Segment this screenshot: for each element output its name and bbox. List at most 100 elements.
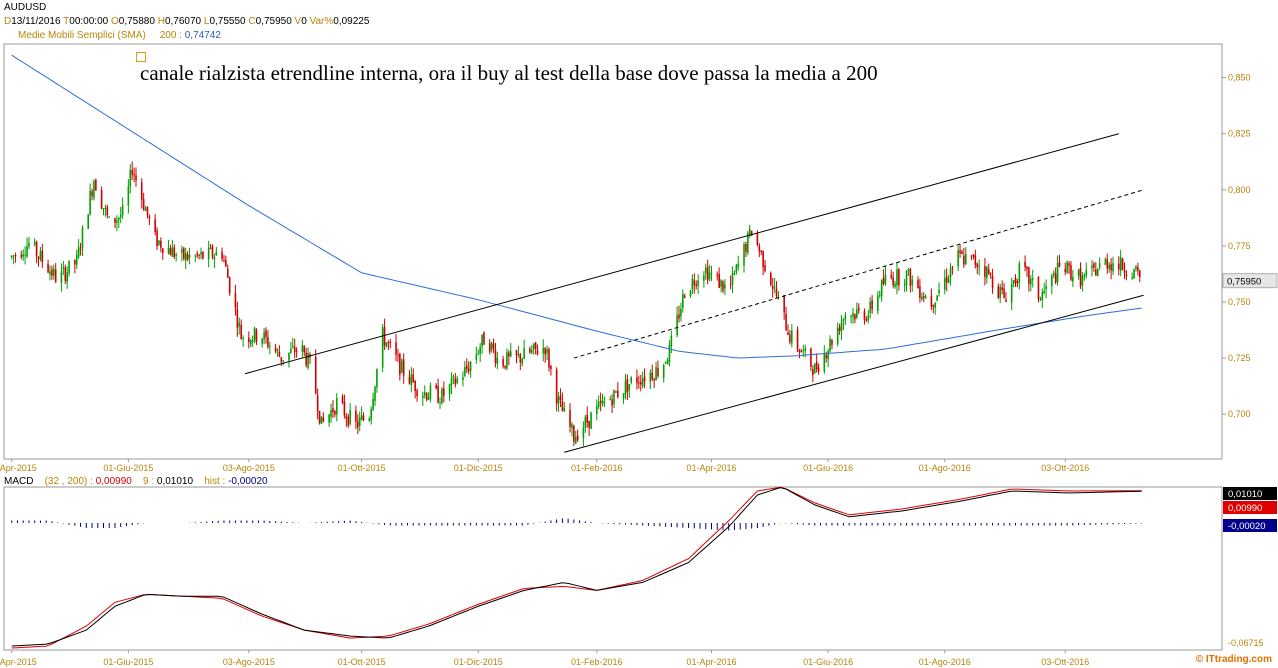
candle-body	[546, 349, 548, 353]
candle-body	[62, 267, 65, 270]
candle-body	[775, 288, 778, 297]
candle-body	[100, 190, 103, 209]
candle-body	[131, 170, 133, 175]
candle-body	[590, 412, 592, 429]
candle-body	[630, 377, 633, 383]
candle-body	[1093, 263, 1095, 268]
candle-body	[349, 409, 351, 424]
candle-body	[890, 275, 893, 278]
trendline-internal	[573, 189, 1144, 359]
candle-body	[710, 272, 713, 274]
candle-body	[1031, 278, 1034, 281]
candle-body	[636, 377, 638, 384]
price-x-tick-label: 01-Dic-2015	[454, 463, 503, 473]
candle-body	[488, 343, 491, 352]
sma-name: Medie Mobili Semplici (SMA)	[18, 30, 146, 41]
candle-body	[676, 315, 678, 335]
candle-body	[269, 345, 271, 347]
candle-body	[129, 169, 132, 186]
candle-body	[119, 215, 122, 218]
sma-200-line	[11, 54, 1142, 359]
price-y-tick-label: 0,700	[1228, 409, 1251, 419]
candle-body	[318, 410, 321, 423]
candle-body	[334, 411, 336, 415]
candle-body	[961, 251, 963, 255]
macd-x-tick-label: 01-Apr-2015	[0, 657, 37, 667]
candle-body	[827, 350, 829, 360]
candle-body	[557, 397, 560, 404]
varpct-value: 0,09225	[333, 16, 370, 27]
candle-body	[773, 286, 776, 288]
candle-body	[892, 277, 894, 286]
candle-body	[397, 355, 399, 357]
candle-body	[582, 427, 585, 439]
price-x-tick-label: 03-Ott-2016	[1041, 463, 1089, 473]
candle-body	[639, 381, 642, 385]
candle-body	[1125, 274, 1128, 277]
candle-body	[750, 230, 753, 236]
candle-body	[550, 365, 552, 369]
candle-body	[683, 295, 686, 298]
candle-body	[1104, 259, 1107, 265]
candle-body	[341, 396, 344, 403]
candle-body	[850, 315, 852, 318]
candle-body	[764, 265, 766, 271]
candle-body	[41, 250, 44, 263]
candle-body	[10, 256, 13, 258]
candle-body	[1018, 263, 1021, 283]
candle-body	[693, 280, 696, 286]
candle-body	[678, 314, 680, 319]
price-y-tick-label: 0,750	[1228, 297, 1251, 307]
candle-body	[383, 326, 386, 346]
trendlines	[244, 133, 1144, 453]
candle-body	[441, 388, 443, 404]
macd-legend-value: 0,00990	[95, 476, 132, 487]
price-y-tick-label: 0,850	[1228, 73, 1251, 83]
candle-body	[909, 268, 912, 287]
candle-body	[508, 352, 510, 357]
chart-annotation: canale rialzista etrendline interna, ora…	[140, 61, 878, 85]
candle-body	[731, 272, 734, 285]
candle-body	[332, 408, 334, 413]
candle-body	[116, 220, 118, 224]
candle-body	[689, 290, 692, 297]
candle-body	[831, 339, 833, 345]
candle-body	[747, 232, 749, 253]
candle-body	[358, 417, 361, 426]
candle-body	[655, 367, 657, 381]
candle-body	[703, 275, 705, 281]
candle-body	[385, 342, 388, 347]
candle-body	[978, 266, 980, 268]
candle-body	[529, 348, 531, 353]
candle-body	[167, 247, 170, 254]
candle-body	[452, 376, 455, 378]
candle-body	[559, 395, 562, 401]
candle-body	[680, 308, 682, 317]
candle-body	[791, 330, 793, 344]
price-x-axis: 01-Apr-2015 01-Giu-2015 03-Ago-2015 01-Ott-…	[0, 459, 1089, 473]
candle-body	[108, 216, 111, 218]
candle-body	[303, 345, 306, 352]
price-y-axis: 0,700 0,725 0,750 0,775 0,800 0,825 0,850 0,759…	[1222, 73, 1278, 419]
price-x-tick-label: 01-Ago-2016	[919, 463, 971, 473]
candle-body	[184, 253, 187, 261]
candle-body	[293, 346, 296, 353]
candle-body	[402, 359, 405, 376]
date-value: 13/11/2016	[11, 16, 61, 27]
candle-body	[842, 319, 845, 322]
candle-body	[515, 350, 518, 356]
macd-signal-value: 0,01010	[156, 476, 194, 487]
candle-body	[804, 348, 806, 352]
candle-body	[133, 174, 135, 176]
candle-body	[156, 230, 158, 247]
candle-body	[439, 402, 441, 404]
candle-body	[542, 347, 545, 354]
macd-x-tick-label: 01-Giu-2016	[803, 657, 853, 667]
candle-body	[825, 355, 828, 358]
candle-body	[14, 255, 17, 257]
macd-label-box	[1223, 487, 1277, 500]
candle-body	[443, 388, 445, 396]
candle-body	[894, 283, 896, 287]
candle-body	[898, 269, 900, 286]
